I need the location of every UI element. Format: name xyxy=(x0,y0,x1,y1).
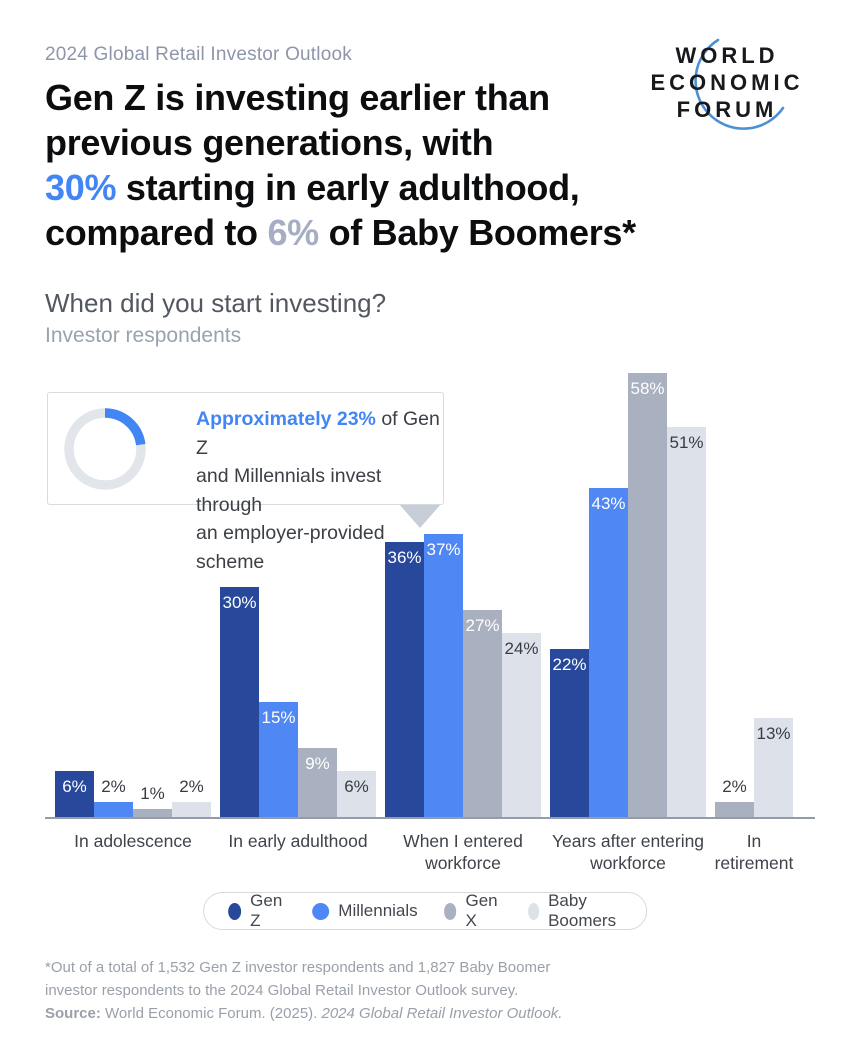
bar-millennials: 37% xyxy=(424,534,463,817)
bar-value-label: 2% xyxy=(722,777,747,796)
page-title: Gen Z is investing earlier than previous… xyxy=(45,75,645,255)
source-title-italic: 2024 Global Retail Investor Outlook. xyxy=(321,1005,563,1022)
category-label: Years after entering workforce xyxy=(551,831,705,873)
bar-value-label: 2% xyxy=(101,777,126,796)
title-line-4: compared to 6% of Baby Boomers* xyxy=(45,212,636,253)
bar-group-4: 22% 43% 58% 51% Years after entering workforc… xyxy=(550,373,706,873)
legend-item-baby-boomers: Baby Boomers xyxy=(527,891,622,931)
bar-groups: 6% 2% 1% 2% In adolescence 30% 15% 9% 6% In early… xyxy=(55,373,793,873)
chart-respondents: Investor respondents xyxy=(45,324,242,347)
footnote-line-1: *Out of a total of 1,532 Gen Z investor … xyxy=(45,959,551,976)
legend-label: Baby Boomers xyxy=(548,891,617,930)
bar-value-label: 37% xyxy=(426,540,461,559)
bar-millennials: 2% xyxy=(94,777,133,817)
bar-value-label: 27% xyxy=(465,616,500,635)
donut-value-segment xyxy=(64,408,146,490)
bar-value-label: 9% xyxy=(305,754,330,773)
bar-value-label: 36% xyxy=(387,548,422,567)
legend-label: Gen Z xyxy=(250,891,283,930)
bar-baby-boomers: 24% xyxy=(502,633,541,817)
callout-text: Approximately 23% of Gen Z and Millennia… xyxy=(196,408,440,573)
bar-baby-boomers: 2% xyxy=(172,777,211,817)
legend-swatch-icon xyxy=(443,902,457,920)
bar-value-label: 1% xyxy=(140,784,165,803)
bar-chart: 6% 2% 1% 2% In adolescence 30% 15% 9% 6% In early… xyxy=(45,356,815,873)
callout-pointer-icon xyxy=(399,504,441,528)
callout-box: Approximately 23% of Gen Z and Millennia… xyxy=(47,392,444,573)
bar-gen-z: 30% xyxy=(220,587,259,817)
wef-logo-word-forum: FORUM xyxy=(677,97,778,122)
source-label: Source: xyxy=(45,1005,101,1022)
legend-item-gen-x: Gen X xyxy=(443,891,502,931)
footnote-line-2: investor respondents to the 2024 Global … xyxy=(45,982,519,999)
footnote: *Out of a total of 1,532 Gen Z investor … xyxy=(45,956,562,1025)
bar-value-label: 24% xyxy=(504,639,539,658)
bar-value-label: 58% xyxy=(630,379,665,398)
legend-swatch-icon xyxy=(527,902,540,920)
bar-gen-z: 36% xyxy=(385,542,424,817)
bar-gen-z: 22% xyxy=(550,649,589,817)
chart-question: When did you start investing? xyxy=(45,288,387,318)
category-label: In early adulthood xyxy=(228,831,368,851)
bar-group-2: 30% 15% 9% 6% In early adulthood xyxy=(220,587,376,851)
source-line: Source: World Economic Forum. (2025). 20… xyxy=(45,1005,563,1022)
wef-logo-arc-icon xyxy=(694,38,785,130)
category-label: In retirement xyxy=(714,831,794,873)
legend-item-gen-z: Gen Z xyxy=(228,891,286,931)
bar-millennials: 15% xyxy=(259,702,298,817)
chart-legend: Gen Z Millennials Gen X Baby Boomers xyxy=(203,891,647,931)
legend-label: Millennials xyxy=(338,901,418,920)
bar-value-label: 15% xyxy=(261,708,296,727)
report-kicker: 2024 Global Retail Investor Outlook xyxy=(45,44,352,65)
bar-value-label: 43% xyxy=(591,494,626,513)
title-line-1: Gen Z is investing earlier than xyxy=(45,77,550,118)
x-axis-line xyxy=(45,817,815,819)
category-label: In adolescence xyxy=(74,831,192,851)
bar-gen-x: 9% xyxy=(298,748,337,817)
bar-gen-x: 58% xyxy=(628,373,667,817)
bar-group-5: 2% 13% In retirement xyxy=(715,718,793,873)
category-label: When I entered workforce xyxy=(403,831,523,873)
wef-logo-word-world: WORLD xyxy=(675,43,778,68)
bar-baby-boomers: 51% xyxy=(667,427,706,817)
bar-value-label: 2% xyxy=(179,777,204,796)
legend-swatch-icon xyxy=(228,902,242,920)
bar-baby-boomers: 6% xyxy=(337,771,376,817)
title-line-2: previous generations, with xyxy=(45,122,494,163)
title-highlight-30: 30% xyxy=(45,167,117,208)
bar-value-label: 6% xyxy=(344,777,369,796)
legend-item-millennials: Millennials xyxy=(312,901,418,921)
title-highlight-6: 6% xyxy=(267,212,319,253)
bar-value-label: 30% xyxy=(222,593,257,612)
bar-baby-boomers: 13% xyxy=(754,718,793,817)
bar-gen-z: 6% xyxy=(55,771,94,817)
wef-logo-word-economic: ECONOMIC xyxy=(651,70,804,95)
bar-gen-x: 27% xyxy=(463,610,502,817)
bar-gen-x: 2% xyxy=(715,777,754,817)
bar-group-1: 6% 2% 1% 2% In adolescence xyxy=(55,771,211,851)
bar-group-3: 36% 37% 27% 24% When I entered workforce xyxy=(385,534,541,873)
legend-label: Gen X xyxy=(465,891,498,930)
donut-chart-icon xyxy=(64,408,146,490)
title-line-3: 30% starting in early adulthood, xyxy=(45,167,580,208)
bar-gen-x: 1% xyxy=(133,784,172,817)
bar-value-label: 51% xyxy=(669,433,704,452)
bar-value-label: 22% xyxy=(552,655,587,674)
callout-highlight: Approximately 23% xyxy=(196,408,376,430)
legend-swatch-icon xyxy=(312,902,330,920)
bar-millennials: 43% xyxy=(589,488,628,817)
bar-value-label: 6% xyxy=(62,777,87,796)
wef-logo: WORLD ECONOMIC FORUM xyxy=(651,38,804,130)
bar-value-label: 13% xyxy=(756,724,791,743)
